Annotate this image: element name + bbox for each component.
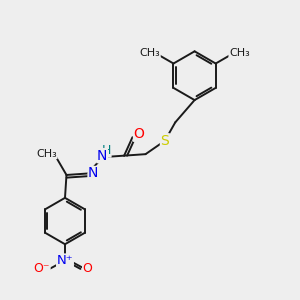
Text: CH₃: CH₃ [36, 148, 57, 159]
Text: O⁻: O⁻ [34, 262, 50, 275]
Text: CH₃: CH₃ [140, 48, 160, 58]
Text: S: S [160, 134, 169, 148]
Text: H: H [102, 144, 111, 157]
Text: N: N [88, 167, 98, 181]
Text: O: O [82, 262, 92, 275]
Text: N⁺: N⁺ [57, 254, 73, 267]
Text: O: O [134, 127, 144, 141]
Text: CH₃: CH₃ [229, 48, 250, 58]
Text: N: N [97, 148, 107, 163]
